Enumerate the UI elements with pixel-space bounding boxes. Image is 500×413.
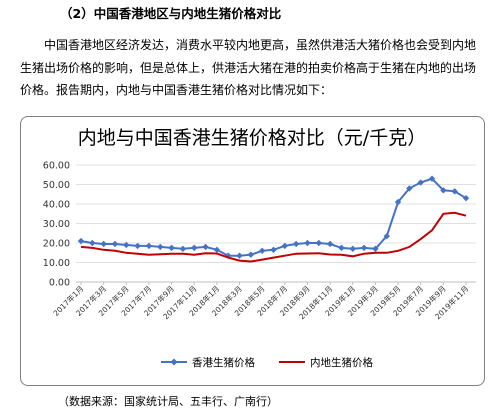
source-note: （数据来源：国家统计局、五丰行、广南行）	[58, 395, 278, 408]
gridlines	[76, 164, 476, 283]
legend-label-hk: 香港生猪价格	[192, 356, 255, 369]
series-layer	[77, 175, 470, 263]
hk-price-point	[428, 175, 436, 182]
chart-canvas: 内地与中国香港生猪价格对比（元/千克） 0.00 10.00 20.00 30.00 4…	[43, 127, 476, 369]
hk-price-point	[417, 179, 424, 186]
chart-title: 内地与中国香港生猪价格对比（元/千克）	[78, 127, 426, 149]
hk-price-point	[191, 244, 198, 252]
hk-price-point	[168, 244, 175, 252]
hk-price-point	[451, 188, 458, 195]
y-tick-label: 50.00	[43, 180, 70, 191]
hk-price-point	[123, 241, 130, 249]
y-tick-label: 20.00	[43, 239, 70, 250]
body-paragraph: 中国香港地区经济发达，消费水平较内地更高，虽然供港活大猪价格也会受到内地生猪出场…	[20, 38, 477, 97]
hk-price-point	[315, 239, 322, 247]
hk-price-point	[383, 232, 390, 240]
hk-price-point	[394, 198, 402, 206]
hk-price-point	[372, 245, 379, 253]
hk-price-point	[145, 242, 153, 250]
hk-price-point	[292, 240, 300, 248]
hk-price-point	[338, 244, 345, 252]
hk-price-point	[179, 245, 187, 253]
hk-price-point	[236, 252, 243, 259]
hk-price-point	[281, 242, 289, 250]
hk-price-point	[258, 247, 266, 254]
x-axis-ticks: 2017年1月2017年3月2017年5月2017年7月2017年9月2017年…	[51, 282, 470, 321]
hk-price-point	[440, 187, 447, 194]
hk-price-point	[213, 246, 221, 254]
y-tick-label: 40.00	[43, 200, 70, 211]
section-heading: （2）中国香港地区与内地生猪价格对比	[60, 6, 282, 21]
hk-price-point	[157, 243, 164, 251]
hk-price-point	[247, 251, 255, 258]
hk-price-point	[77, 237, 85, 245]
y-axis-ticks: 0.00 10.00 20.00 30.00 40.00 50.00 60.00	[43, 161, 70, 289]
hk-price-point	[326, 240, 334, 248]
y-tick-label: 0.00	[49, 278, 70, 289]
legend-marker	[170, 358, 178, 366]
hk-price-point	[406, 185, 413, 192]
hk-price-point	[100, 240, 107, 248]
hk-price-point	[304, 239, 311, 247]
price-comparison-chart: 内地与中国香港生猪价格对比（元/千克） 0.00 10.00 20.00 30.00 4…	[20, 116, 485, 386]
legend: 香港生猪价格 内地生猪价格	[161, 356, 373, 369]
y-tick-label: 10.00	[43, 258, 70, 269]
hk-price-point	[360, 244, 368, 252]
hk-price-point	[134, 242, 141, 250]
hk-price-point	[349, 245, 356, 253]
y-tick-label: 30.00	[43, 219, 70, 230]
hk-price-point	[270, 246, 277, 254]
legend-label-mainland: 内地生猪价格	[310, 356, 373, 369]
hk-price-point	[89, 239, 96, 247]
mainland-price-line	[80, 211, 467, 263]
hk-price-point	[462, 194, 470, 202]
y-tick-label: 60.00	[43, 161, 70, 172]
hk-price-point	[202, 243, 209, 251]
hk-price-point	[111, 240, 119, 248]
